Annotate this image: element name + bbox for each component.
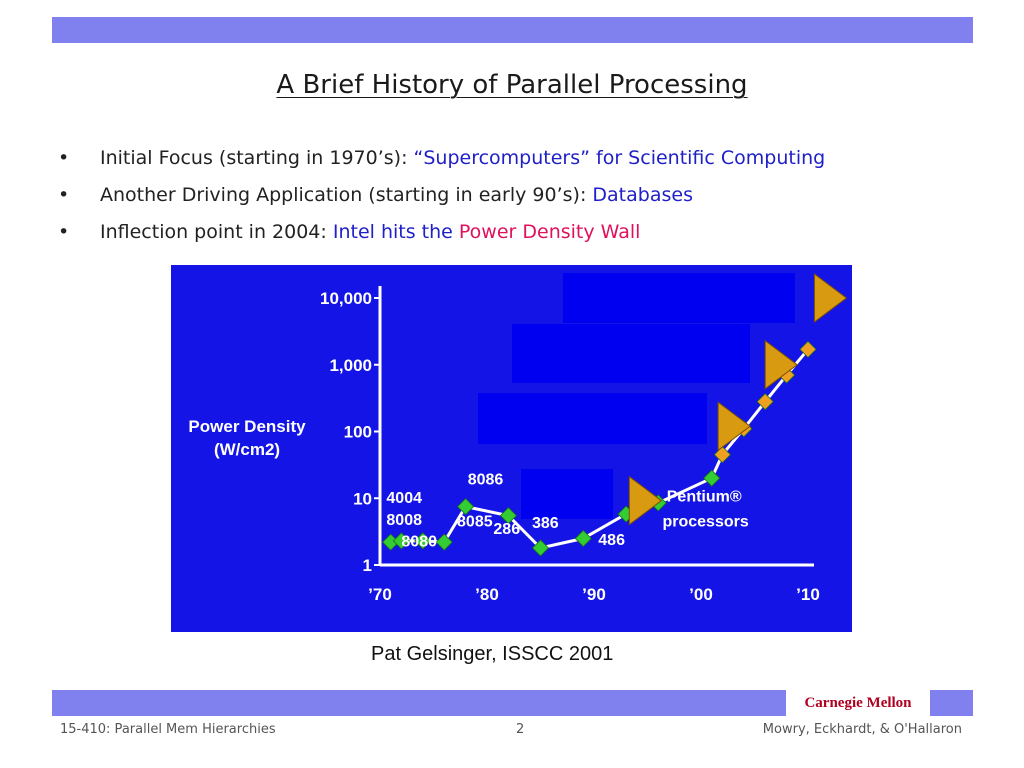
data-point bbox=[713, 446, 731, 464]
redaction-box bbox=[563, 273, 795, 323]
y-tick-label: 10 bbox=[353, 489, 372, 508]
point-label: Pentium® bbox=[667, 488, 742, 505]
bullet-list: • Initial Focus (starting in 1970’s): “S… bbox=[58, 143, 825, 254]
point-label: 8080 bbox=[401, 533, 437, 550]
point-label: 286 bbox=[493, 521, 520, 538]
bullet-text: Initial Focus (starting in 1970’s): bbox=[100, 147, 414, 169]
power-density-chart: 1 10 100 1,000 10,000 ’70 ’80 ’90 ’00 ’10 Power De… bbox=[171, 265, 852, 632]
point-label: 4004 bbox=[386, 490, 422, 507]
overlay-arrow bbox=[813, 273, 848, 323]
x-tick-label: ’80 bbox=[475, 585, 499, 604]
x-tick-label: ’90 bbox=[582, 585, 606, 604]
chart-caption: Pat Gelsinger, ISSCC 2001 bbox=[371, 643, 614, 665]
bullet-highlight: “Supercomputers” for Scientific Computin… bbox=[413, 147, 826, 169]
redaction-box bbox=[478, 393, 707, 444]
y-axis-title: Power Density bbox=[188, 417, 306, 436]
overlay-arrow bbox=[628, 475, 663, 526]
data-point bbox=[435, 533, 453, 551]
data-point bbox=[756, 393, 774, 411]
y-tick-label: 100 bbox=[344, 423, 372, 442]
point-label: processors bbox=[662, 513, 748, 530]
data-point bbox=[457, 498, 475, 516]
point-label: 486 bbox=[598, 532, 625, 549]
point-label: 8086 bbox=[468, 472, 504, 489]
y-axis-title: (W/cm2) bbox=[214, 440, 280, 459]
slide-title: A Brief History of Parallel Processing bbox=[276, 70, 748, 100]
data-point bbox=[703, 469, 721, 487]
data-point bbox=[392, 532, 410, 550]
bullet-emphasis: Power Density Wall bbox=[458, 221, 641, 243]
bullet-item: • Inflection point in 2004: Intel hits t… bbox=[58, 217, 825, 254]
point-label: 8085 bbox=[457, 513, 493, 530]
bullet-highlight: Intel hits the bbox=[332, 221, 459, 243]
bullet-marker: • bbox=[58, 221, 70, 243]
data-point bbox=[574, 529, 592, 548]
x-tick-label: ’70 bbox=[368, 585, 392, 604]
footer-bar-end bbox=[930, 690, 973, 716]
data-point bbox=[799, 340, 817, 358]
redaction-box bbox=[521, 469, 613, 519]
overlay-arrow bbox=[717, 401, 751, 452]
footer-bar bbox=[52, 690, 786, 716]
x-tick-label: ’00 bbox=[689, 585, 713, 604]
bullet-highlight: Databases bbox=[592, 184, 693, 206]
point-label: 8008 bbox=[386, 512, 422, 529]
bullet-marker: • bbox=[58, 147, 70, 169]
y-tick-label: 1 bbox=[363, 556, 372, 575]
data-point bbox=[499, 507, 517, 525]
x-tick-label: ’10 bbox=[796, 585, 820, 604]
bullet-item: • Another Driving Application (starting … bbox=[58, 180, 825, 217]
authors-label: Mowry, Eckhardt, & O'Hallaron bbox=[762, 722, 962, 737]
data-point bbox=[414, 532, 432, 550]
bullet-marker: • bbox=[58, 184, 70, 206]
course-label: 15-410: Parallel Mem Hierarchies bbox=[60, 722, 276, 737]
point-label: 386 bbox=[532, 515, 559, 532]
overlay-arrow bbox=[764, 339, 799, 390]
header-bar bbox=[52, 17, 973, 43]
y-tick-label: 1,000 bbox=[329, 356, 372, 375]
bullet-text: Inflection point in 2004: bbox=[100, 221, 333, 243]
bullet-item: • Initial Focus (starting in 1970’s): “S… bbox=[58, 143, 825, 180]
brand-label: Carnegie Mellon bbox=[804, 695, 912, 711]
y-tick-label: 10,000 bbox=[320, 289, 372, 308]
bullet-text: Another Driving Application (starting in… bbox=[100, 184, 593, 206]
page-number: 2 bbox=[516, 722, 525, 737]
data-point bbox=[531, 539, 550, 557]
redaction-box bbox=[512, 324, 750, 383]
